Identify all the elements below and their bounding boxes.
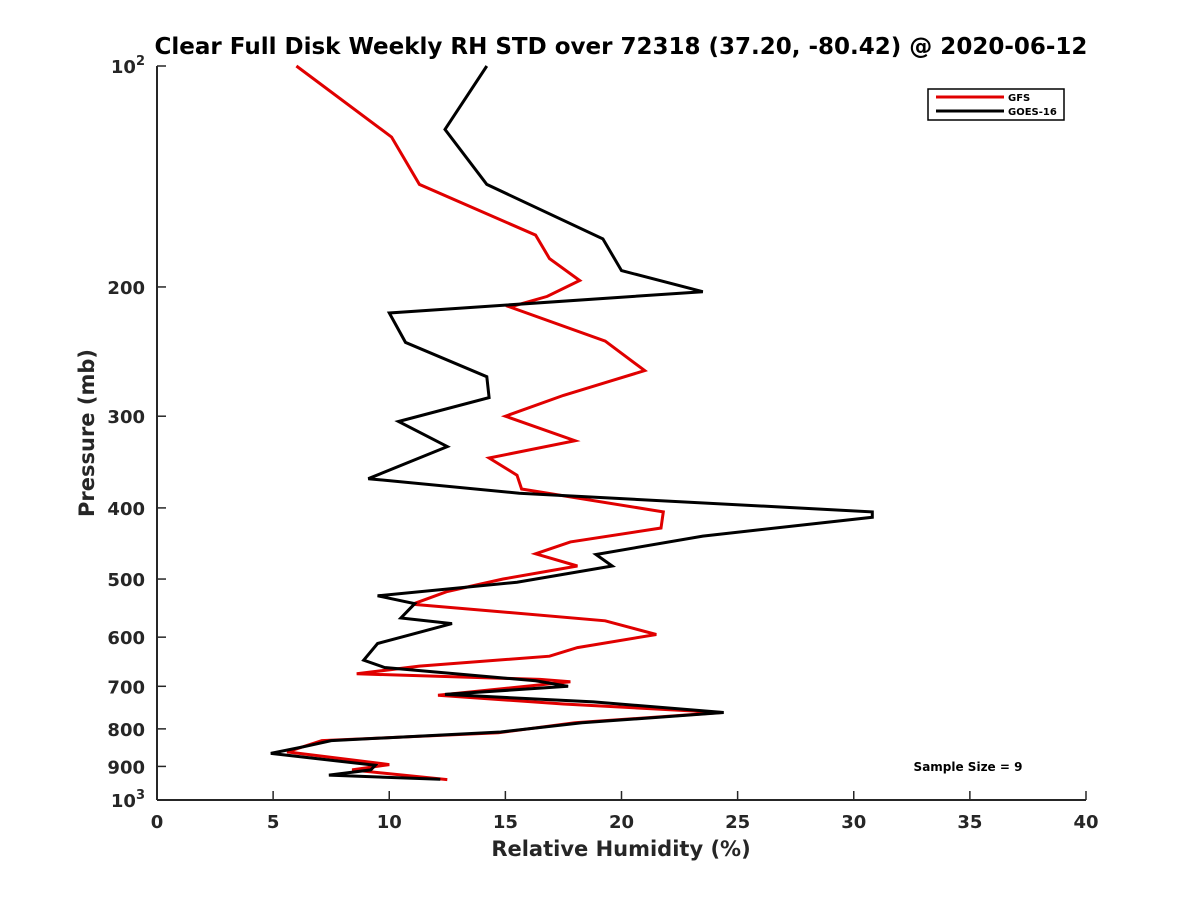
- y-tick-label: 600: [107, 628, 145, 649]
- series-layer: [270, 64, 874, 782]
- y-tick-label: 900: [107, 757, 145, 778]
- x-tick-label: 35: [957, 812, 982, 833]
- y-tick-label-base: 300: [107, 407, 145, 428]
- y-tick-label: 300: [107, 407, 145, 428]
- x-tick-label: 20: [609, 812, 634, 833]
- x-tick-label: 25: [725, 812, 750, 833]
- legend: GFS GOES-16: [927, 88, 1065, 121]
- y-tick-label-base: 900: [107, 757, 145, 778]
- y-tick-label-base: 400: [107, 499, 145, 520]
- y-tick-label-base: 600: [107, 628, 145, 649]
- x-axis-label: Relative Humidity (%): [491, 837, 750, 861]
- y-tick-label: 200: [107, 278, 145, 299]
- x-tick-label: 40: [1073, 812, 1098, 833]
- x-tick-label: 10: [377, 812, 402, 833]
- x-tick-label: 30: [841, 812, 866, 833]
- x-tick-label: 5: [267, 812, 280, 833]
- y-tick-label: 500: [107, 570, 145, 591]
- legend-label-goes16: GOES-16: [1008, 107, 1057, 118]
- y-tick-label-base: 10: [111, 791, 136, 812]
- y-tick-label: 102: [111, 54, 145, 78]
- y-tick-label-base: 200: [107, 278, 145, 299]
- legend-box: [927, 88, 1065, 121]
- y-tick-label-exponent: 3: [136, 788, 145, 803]
- y-tick-label: 400: [107, 499, 145, 520]
- y-tick-label-base: 800: [107, 720, 145, 741]
- x-ticks: 0 5 10 15 20 25 30 35 40: [151, 791, 1099, 833]
- y-tick-label-base: 700: [107, 677, 145, 698]
- y-tick-label: 800: [107, 720, 145, 741]
- y-tick-label: 103: [111, 788, 145, 812]
- chart-title: Clear Full Disk Weekly RH STD over 72318…: [155, 34, 1088, 60]
- y-tick-label-base: 500: [107, 570, 145, 591]
- y-tick-label-exponent: 2: [136, 54, 145, 69]
- legend-label-gfs: GFS: [1008, 93, 1030, 104]
- sample-size-annotation: Sample Size = 9: [914, 760, 1023, 774]
- y-tick-label-base: 10: [111, 57, 136, 78]
- y-tick-label: 700: [107, 677, 145, 698]
- x-tick-label: 15: [493, 812, 518, 833]
- x-tick-label: 0: [151, 812, 164, 833]
- series-line-goes16: [270, 65, 874, 781]
- y-axis-label: Pressure (mb): [75, 349, 99, 517]
